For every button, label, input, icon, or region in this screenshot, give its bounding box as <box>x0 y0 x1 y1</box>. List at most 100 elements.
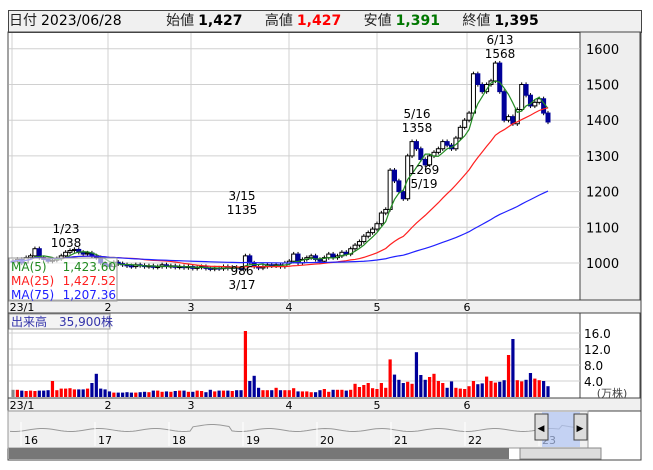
navigator-right-handle[interactable] <box>573 413 588 441</box>
ma25-value: 1,427.52 <box>63 274 116 288</box>
volume-bar <box>151 390 155 397</box>
navigator-panel[interactable] <box>7 410 589 449</box>
volume-bar <box>515 380 519 397</box>
candle-body <box>514 108 520 125</box>
candle-body <box>291 253 297 262</box>
candle-body <box>519 84 525 110</box>
chart-frame <box>7 31 642 461</box>
candle-body <box>330 253 336 259</box>
volume-bar <box>362 385 366 397</box>
volume-bar <box>292 388 296 397</box>
volume-bar <box>243 331 248 397</box>
price-tick-label: 1300 <box>586 150 619 165</box>
volume-bar <box>414 352 419 397</box>
volume-bar <box>142 391 147 397</box>
ohlc-header: 日付 2023/06/28 始値 1,427 高値 1,427 安値 1,391 終値 1… <box>8 10 642 33</box>
volume-bar <box>217 390 221 397</box>
annotation-date: 3/15 <box>229 189 256 203</box>
volume-bar <box>449 381 454 397</box>
volume-bar <box>42 390 46 397</box>
candle-body <box>308 255 314 259</box>
annotation-value: 1038 <box>51 236 82 250</box>
volume-bar <box>226 390 230 397</box>
volume-bar <box>528 373 533 397</box>
candle-body <box>321 257 327 262</box>
volume-bar <box>274 387 278 397</box>
month-label: 3 <box>188 301 195 314</box>
volume-bar <box>353 383 357 397</box>
volume-bar <box>186 391 191 397</box>
volume-bar <box>533 378 537 397</box>
navigator-year-label: 17 <box>98 434 112 447</box>
navigator-line <box>9 424 584 433</box>
scrollbar-track[interactable] <box>9 448 509 459</box>
candle-body <box>413 141 419 150</box>
volume-bar <box>33 391 37 397</box>
volume-bar <box>121 392 125 397</box>
volume-bar <box>81 389 85 397</box>
candle-body <box>383 208 389 214</box>
volume-bar <box>129 392 134 397</box>
volume-bar <box>178 390 182 397</box>
volume-bar <box>169 391 173 397</box>
candle-body <box>392 169 398 182</box>
volume-bar <box>99 388 103 397</box>
volume-bar <box>427 377 432 397</box>
volume-bar <box>423 379 427 397</box>
volume-bar <box>419 375 423 397</box>
high-value: 1,427 <box>296 13 342 29</box>
navigator-left-handle[interactable] <box>534 413 549 441</box>
candle-body <box>370 228 376 234</box>
annotation-date: 6/13 <box>487 33 514 47</box>
volume-bar <box>454 387 458 397</box>
volume-bar <box>261 390 265 397</box>
candle-body <box>361 235 367 243</box>
volume-bar <box>313 392 318 397</box>
volume-bar <box>125 392 129 397</box>
volume-bar <box>270 390 274 397</box>
candle-body <box>440 141 446 150</box>
annotation-date: 5/16 <box>404 107 431 121</box>
ma5-label: MA(5) <box>11 260 47 274</box>
candle-body <box>317 258 323 262</box>
volume-bar <box>318 390 322 397</box>
volume-bar <box>463 389 467 397</box>
volume-bar <box>37 390 41 397</box>
volume-bar <box>55 390 59 397</box>
candle-body <box>484 84 490 93</box>
ma75-value: 1,207.36 <box>63 288 116 302</box>
volume-month-label: 23/1 <box>10 399 35 412</box>
volume-bar <box>164 391 169 397</box>
volume-bar <box>134 392 138 397</box>
price-axis-panel <box>579 31 641 301</box>
volume-bar <box>406 381 410 397</box>
volume-bar <box>59 388 63 397</box>
candle-body <box>128 265 134 268</box>
date-axis-row <box>7 299 642 314</box>
volume-bar <box>331 389 335 397</box>
volume-bar <box>191 391 195 397</box>
candle-body <box>435 148 441 153</box>
volume-bar <box>300 391 305 397</box>
volume-bar <box>471 381 476 397</box>
ma75-label: MA(75) <box>11 288 54 302</box>
high-label: 高値 <box>264 13 293 29</box>
scrollbar-thumb[interactable] <box>519 447 602 460</box>
volume-bar <box>493 382 497 397</box>
volume-bar <box>542 381 546 397</box>
ma5-value: 1,423.60 <box>63 260 116 274</box>
volume-bar <box>305 391 309 397</box>
volume-bar <box>278 390 283 397</box>
month-label: 6 <box>464 301 471 314</box>
candle-body <box>400 191 406 200</box>
volume-bar <box>11 389 15 397</box>
candle-body <box>32 248 38 257</box>
month-label: 5 <box>374 301 381 314</box>
candle-body <box>378 212 384 225</box>
candle-body <box>466 112 472 121</box>
volume-bar <box>24 391 28 397</box>
volume-bar <box>392 374 397 397</box>
volume-bar <box>213 391 217 397</box>
volume-bar <box>511 339 515 397</box>
